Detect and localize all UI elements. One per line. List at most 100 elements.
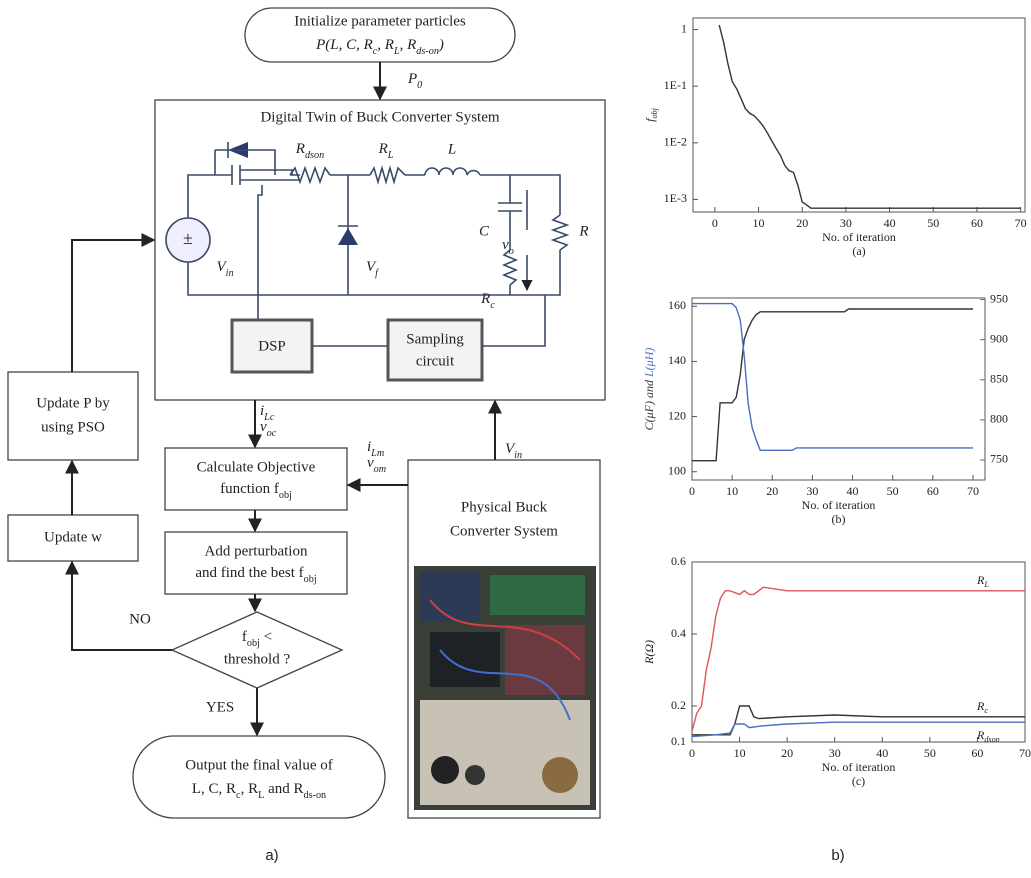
y-tick-label: 120: [668, 408, 686, 422]
x-axis-label: No. of iteration: [822, 230, 896, 244]
y-tick-label: 140: [668, 353, 686, 367]
hardware-photo: [414, 566, 596, 810]
series-line: [692, 302, 973, 451]
calc-text: function fobj: [220, 481, 292, 500]
update-p-text: using PSO: [41, 419, 105, 435]
chart-caption: (b): [832, 512, 846, 526]
plot-frame: [691, 561, 1026, 743]
sampling-label: circuit: [416, 353, 455, 369]
y-axis-label: R(Ω): [642, 640, 656, 665]
x-tick-label: 50: [927, 216, 939, 230]
y-tick-label: 100: [668, 463, 686, 477]
sampling-label: Sampling: [406, 331, 464, 347]
init-text: P(L, C, Rc, RL, Rds-on): [315, 37, 444, 56]
series-label: Rc: [976, 699, 988, 716]
y2-tick-label: 800: [990, 412, 1008, 426]
x-tick-label: 10: [734, 746, 746, 760]
output-text: Output the final value of: [185, 757, 332, 773]
series-line: [692, 705, 1025, 736]
rdson-label: Rdson: [295, 141, 324, 160]
caption: a): [265, 847, 278, 864]
x-tick-label: 40: [847, 484, 859, 498]
y2-tick-label: 950: [990, 291, 1008, 305]
x-tick-label: 70: [1019, 746, 1031, 760]
y-tick-label: 0.2: [671, 698, 686, 712]
vin-label: Vin: [216, 259, 233, 278]
y-tick-label: 1E-2: [664, 135, 687, 149]
x-tick-label: 10: [753, 216, 765, 230]
series-line: [691, 721, 1025, 738]
p0-label: P0: [407, 71, 422, 90]
x-tick-label: 70: [1015, 216, 1027, 230]
dsp-label: DSP: [258, 338, 286, 354]
ilm-label: iLm: [367, 439, 384, 458]
series-line: [691, 586, 1025, 732]
chart: 0 10 20 30 40 50 60 70 0.1 0.2 0.4 0.6 RL Rc Rdson No. …: [642, 554, 1031, 788]
x-tick-label: 0: [712, 216, 718, 230]
rc-label: Rc: [480, 291, 495, 310]
init-text: Initialize parameter particles: [294, 13, 466, 29]
no-label: NO: [129, 611, 151, 627]
twin-title: Digital Twin of Buck Converter System: [260, 109, 499, 125]
y2-tick-label: 900: [990, 331, 1008, 345]
update-w-text: Update w: [44, 529, 102, 545]
y-tick-label: 0.6: [671, 554, 686, 568]
series-label: Rdson: [976, 728, 1000, 745]
y-tick-label: 0.4: [671, 626, 686, 640]
x-tick-label: 10: [726, 484, 738, 498]
y-axis-label: C(μF) and L(μH): [642, 348, 656, 431]
physical-text: Physical Buck: [461, 499, 548, 515]
y-tick-label: 1E-3: [664, 191, 687, 205]
output-box: [132, 735, 386, 819]
perturb-text: and find the best fobj: [195, 565, 316, 584]
rl-label: RL: [378, 141, 394, 160]
x-tick-label: 60: [927, 484, 939, 498]
y-tick-label: 1E-1: [664, 78, 687, 92]
perturb-text: Add perturbation: [205, 543, 308, 559]
x-tick-label: 40: [884, 216, 896, 230]
series-label: RL: [976, 573, 989, 590]
x-axis-label: No. of iteration: [802, 498, 876, 512]
x-tick-label: 20: [781, 746, 793, 760]
x-tick-label: 30: [806, 484, 818, 498]
x-tick-label: 60: [971, 746, 983, 760]
series-line: [718, 24, 1021, 209]
caption: b): [831, 847, 844, 864]
calc-text: Calculate Objective: [197, 459, 316, 475]
calc-box: [164, 447, 348, 511]
y-axis-label: fobj: [643, 107, 660, 122]
physical-text: Converter System: [450, 523, 558, 539]
plot-frame: [692, 17, 1026, 213]
chart-caption: (c): [852, 774, 865, 788]
x-tick-label: 70: [967, 484, 979, 498]
decision-text: threshold ?: [224, 651, 291, 667]
x-axis-label: No. of iteration: [822, 760, 896, 774]
x-tick-label: 50: [887, 484, 899, 498]
r-label: R: [578, 223, 588, 239]
y-tick-label: 0.1: [671, 734, 686, 748]
chart: 0 10 20 30 40 50 60 70 1 1E-1 1E-2 1E-3 No. of itera…: [643, 17, 1027, 258]
vo-label: vo: [502, 237, 514, 256]
vf-label: Vf: [366, 259, 379, 278]
l-label: L: [447, 141, 456, 157]
update-p-box: [7, 371, 139, 461]
y-tick-label: 160: [668, 298, 686, 312]
x-tick-label: 40: [876, 746, 888, 760]
y2-tick-label: 750: [990, 452, 1008, 466]
x-tick-label: 30: [829, 746, 841, 760]
flow-arrows: [65, 62, 502, 737]
vom-label: vom: [367, 455, 386, 474]
x-tick-label: 60: [971, 216, 983, 230]
perturb-box: [164, 531, 348, 595]
x-tick-label: 50: [924, 746, 936, 760]
vin-phys-label: Vin: [505, 441, 522, 460]
x-tick-label: 30: [840, 216, 852, 230]
ilc-label: iLc: [260, 403, 275, 422]
decision-text: fobj <: [242, 629, 272, 648]
circuit: ±: [165, 142, 570, 382]
series-line: [692, 308, 973, 462]
x-tick-label: 0: [689, 484, 695, 498]
x-tick-label: 0: [689, 746, 695, 760]
x-tick-label: 20: [796, 216, 808, 230]
